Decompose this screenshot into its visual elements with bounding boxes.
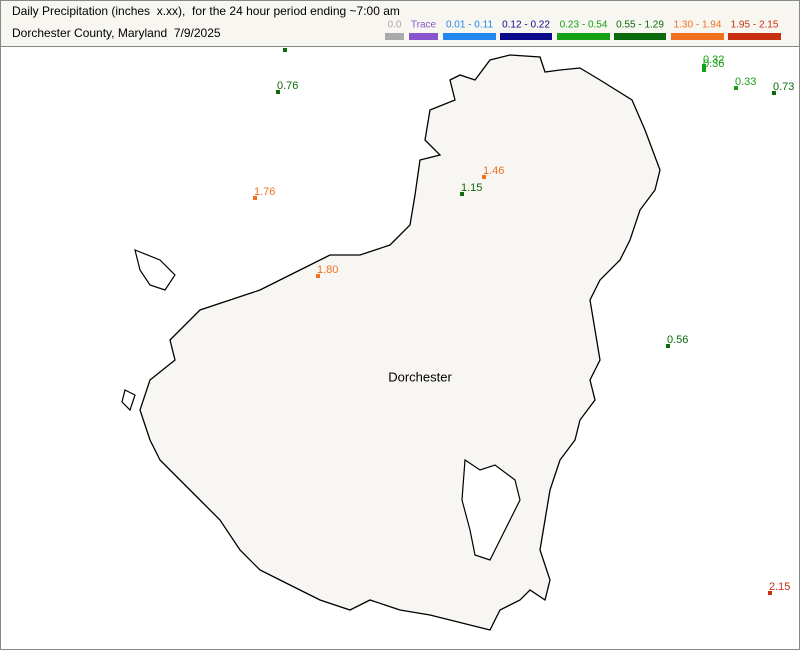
station-marker — [772, 91, 776, 95]
station-label: 0.32 — [703, 54, 724, 66]
legend-swatch — [443, 33, 496, 40]
legend-label: 0.12 - 0.22 — [502, 20, 550, 31]
station-marker — [283, 48, 287, 52]
legend-label: 1.95 - 2.15 — [731, 20, 779, 31]
station-label: 1.80 — [317, 264, 338, 276]
station-marker — [316, 274, 320, 278]
station-marker — [253, 196, 257, 200]
island-outline — [121, 249, 176, 412]
legend-label: 0.01 - 0.11 — [446, 20, 494, 31]
legend: 0.0 Trace 0.01 - 0.11 0.12 - 0.22 0.23 - 0.5… — [385, 20, 781, 40]
title: Daily Precipitation (inches x.xx), for t… — [12, 4, 400, 18]
subtitle: Dorchester County, Maryland 7/9/2025 — [12, 26, 221, 40]
county-label: Dorchester — [388, 369, 452, 384]
legend-label: 0.55 - 1.29 — [616, 20, 664, 31]
station-label: 2.15 — [769, 581, 790, 593]
legend-swatch — [385, 33, 404, 40]
bay-outline — [461, 458, 521, 561]
legend-label: 1.30 - 1.94 — [674, 20, 722, 31]
county-outline — [139, 54, 661, 631]
stations: 0.76 0.320.36 0.33 0.73 1.76 1.461.15 1.80 0.56… — [253, 54, 794, 595]
station-label: 0.36 — [703, 58, 724, 70]
station-marker — [666, 344, 670, 348]
station-marker — [460, 192, 464, 196]
legend-swatch — [409, 33, 438, 40]
station-label: 1.76 — [254, 186, 275, 198]
legend-swatch — [614, 33, 666, 40]
station-label: 1.46 — [483, 165, 504, 177]
legend-label: 0.0 — [388, 20, 402, 31]
station-label: 1.15 — [461, 182, 482, 194]
station-marker — [702, 64, 706, 68]
station-label: 0.76 — [277, 80, 298, 92]
station-label: 0.56 — [667, 334, 688, 346]
station-marker — [276, 90, 280, 94]
legend-label: Trace — [411, 20, 437, 31]
station-marker — [702, 68, 706, 72]
station-marker — [734, 86, 738, 90]
legend-swatch — [557, 33, 610, 40]
station-marker — [768, 591, 772, 595]
station-label: 0.73 — [773, 81, 794, 93]
legend-label: 0.23 - 0.54 — [560, 20, 608, 31]
station-label: 0.33 — [735, 76, 756, 88]
legend-swatch — [500, 33, 552, 40]
legend-swatch — [728, 33, 781, 40]
legend-swatch — [671, 33, 724, 40]
station-marker — [482, 175, 486, 179]
